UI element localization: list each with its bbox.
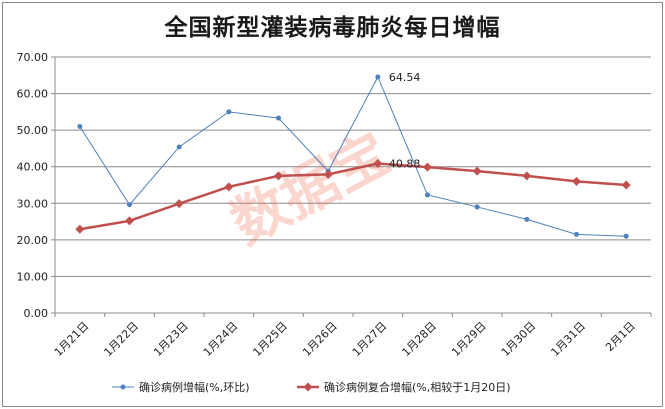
legend-marker (120, 384, 126, 390)
data-point (226, 109, 232, 115)
data-point (323, 169, 333, 179)
y-tick-label: 50.00 (17, 124, 49, 137)
y-tick-label: 30.00 (17, 197, 49, 210)
x-tick-label: 1月29日 (449, 319, 489, 359)
y-tick-label: 10.00 (17, 270, 49, 283)
gridlines (55, 56, 651, 277)
legend-marker (303, 382, 313, 392)
x-tick-label: 1月22日 (101, 319, 141, 359)
data-point (77, 123, 83, 129)
data-point (472, 166, 482, 176)
y-tick-label: 60.00 (17, 88, 49, 101)
y-tick-label: 70.00 (17, 51, 49, 64)
data-point (125, 216, 134, 226)
legend: 确诊病例增幅(%,环比) 确诊病例复合增幅(%,相较于1月20日) (112, 380, 511, 394)
data-point (474, 204, 480, 210)
x-tick-label: 2月1日 (603, 319, 638, 354)
legend-item-1: 确诊病例增幅(%,环比) (112, 380, 250, 394)
y-axis-ticks: 0.00 10.00 20.00 30.00 40.00 50.00 60.00 70.00 (17, 51, 49, 320)
x-tick-label: 1月31日 (548, 319, 588, 359)
data-point (276, 115, 281, 121)
series-line (79, 162, 627, 231)
data-point (621, 180, 631, 190)
x-tick-label: 1月26日 (300, 319, 340, 359)
x-tick-label: 1月30日 (499, 319, 539, 359)
data-point (572, 176, 581, 186)
data-point (522, 171, 532, 181)
axes (51, 56, 652, 317)
data-label: 40.88 (389, 157, 421, 170)
data-labels: 64.54 40.88 (389, 71, 421, 171)
data-point (224, 182, 234, 192)
data-point (524, 216, 530, 222)
x-tick-label: 1月23日 (151, 319, 191, 359)
data-point (375, 74, 381, 80)
data-point (425, 192, 430, 198)
watermark: 数据宝 (221, 121, 400, 257)
data-point (574, 231, 579, 237)
data-point (274, 171, 283, 181)
y-tick-label: 20.00 (17, 234, 49, 247)
series-line (79, 75, 627, 237)
chart-title: 全国新型灌装病毒肺炎每日增幅 (164, 14, 501, 41)
data-point (623, 233, 629, 239)
data-point (423, 162, 432, 172)
y-tick-label: 40.00 (17, 161, 49, 174)
data-point (75, 224, 85, 234)
series (75, 74, 631, 239)
legend-item-2: 确诊病例复合增幅(%,相较于1月20日) (297, 380, 511, 394)
legend-label: 确诊病例复合增幅(%,相较于1月20日) (324, 380, 511, 394)
x-tick-label: 1月24日 (201, 319, 241, 359)
data-point (127, 202, 132, 208)
data-point (373, 158, 383, 168)
data-point (174, 199, 184, 209)
x-tick-label: 1月27日 (350, 319, 390, 359)
data-label: 64.54 (389, 71, 421, 84)
x-tick-label: 1月21日 (52, 319, 92, 359)
x-axis-ticks: 1月21日 1月22日 1月23日 1月24日 1月25日 1月26日 1月27日 1月28日… (52, 319, 638, 359)
series-2 (75, 158, 631, 234)
x-tick-label: 1月25日 (250, 319, 290, 359)
data-point (176, 144, 182, 150)
legend-label: 确诊病例增幅(%,环比) (139, 380, 250, 394)
x-tick-label: 1月28日 (399, 319, 439, 359)
y-tick-label: 0.00 (24, 307, 49, 320)
